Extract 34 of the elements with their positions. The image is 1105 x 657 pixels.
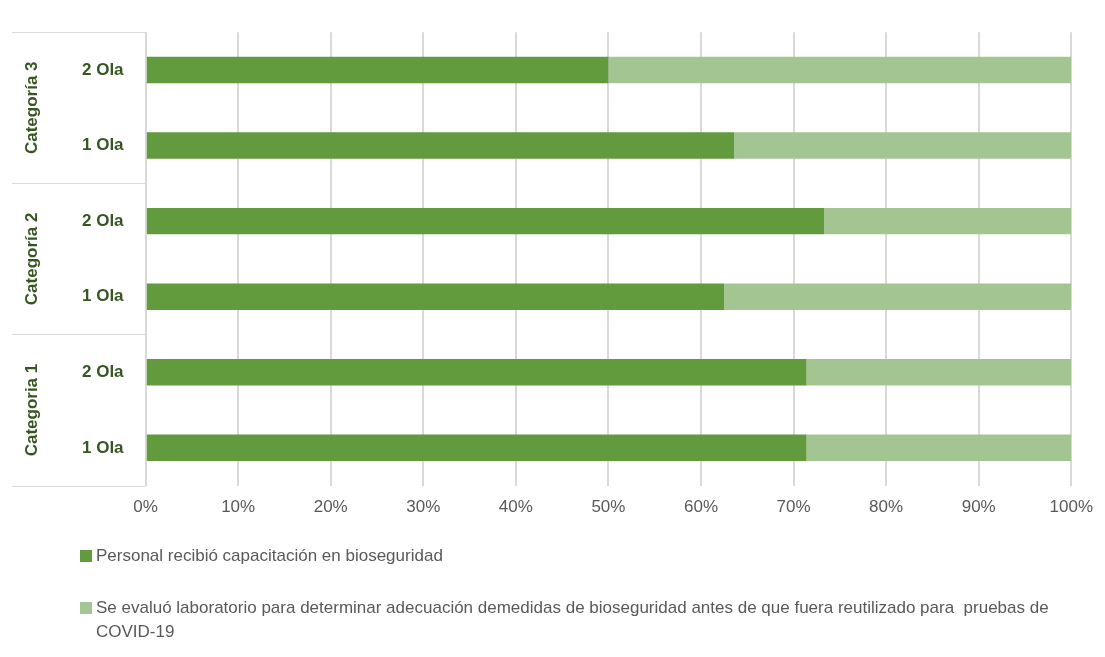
x-tick-label: 80% <box>869 497 904 517</box>
bar <box>806 434 1072 462</box>
x-tick-label: 90% <box>961 497 996 517</box>
x-tick-label: 30% <box>406 497 441 517</box>
y-tick-label: 1 Ola <box>81 286 125 306</box>
bar <box>806 359 1072 386</box>
legend-label: Personal recibió capacitación en bioseguridad <box>96 545 443 567</box>
x-tick-label: 50% <box>591 497 626 517</box>
x-tick-label: 100% <box>1049 497 1093 517</box>
x-tick-label: 60% <box>683 497 718 517</box>
y-tick-label: 2 Ola <box>81 210 125 230</box>
bar <box>734 132 1072 159</box>
bar <box>146 283 725 310</box>
legend-label: Se evaluó laboratorio para determinar adecuación demedidas de bioseguridad antes de que fuera reutilizado para pruebas de COVID-19 <box>96 597 1050 643</box>
bar <box>146 359 807 386</box>
bar <box>146 132 735 159</box>
x-tick-label: 0% <box>133 497 158 517</box>
bar <box>608 56 1072 84</box>
bar <box>146 207 825 235</box>
bar <box>724 283 1072 310</box>
bar <box>146 56 609 84</box>
y-tick-label: 1 Ola <box>81 437 125 457</box>
x-tick-label: 10% <box>221 497 256 517</box>
text: Categoria 1 <box>21 363 41 457</box>
y-tick-label: 1 Ola <box>81 135 125 155</box>
bar <box>824 207 1072 235</box>
x-tick-label: 70% <box>776 497 811 517</box>
bar <box>146 434 807 462</box>
x-tick-label: 40% <box>498 497 533 517</box>
y-tick-label: 2 Ola <box>81 59 125 79</box>
text: Categoría 2 <box>21 212 41 306</box>
x-tick-label: 20% <box>313 497 348 517</box>
text: Categoría 3 <box>21 61 41 155</box>
y-tick-label: 2 Ola <box>81 361 125 381</box>
